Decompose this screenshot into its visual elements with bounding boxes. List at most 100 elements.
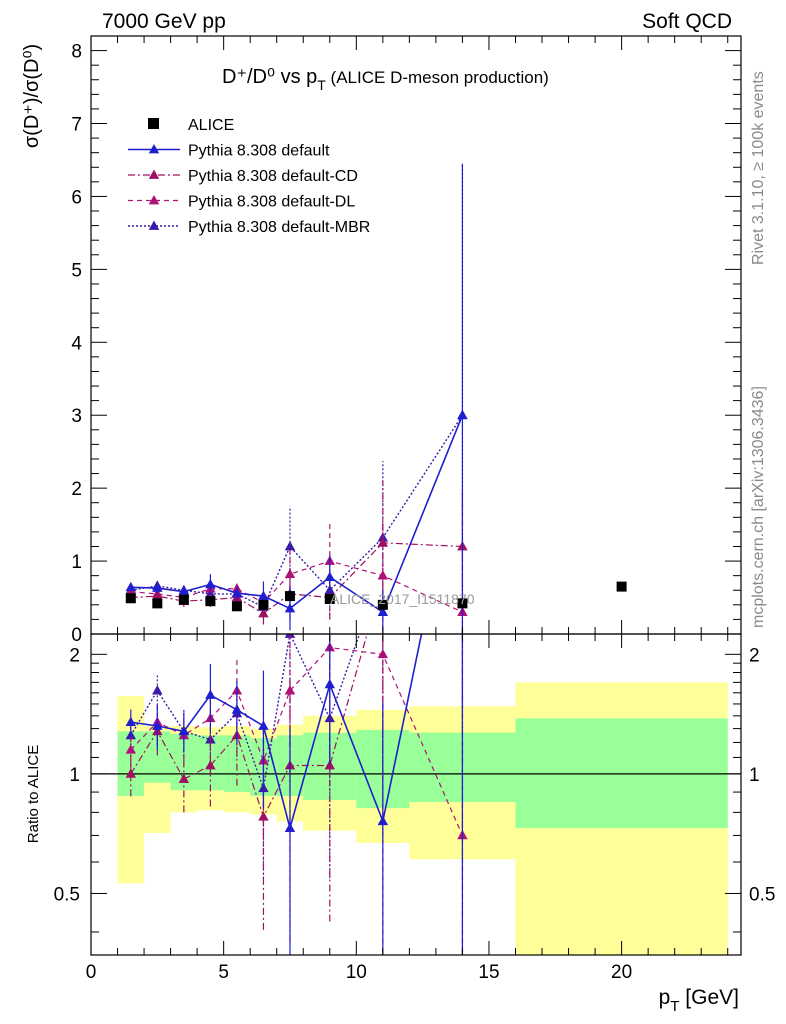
ratio-marker-default xyxy=(125,716,137,726)
ratio-tick-label-left: 2 xyxy=(69,645,80,666)
marker-default xyxy=(152,582,163,592)
ratio-marker-cd xyxy=(205,759,216,770)
data-point-alice xyxy=(258,599,269,610)
ratio-line-dl xyxy=(130,646,463,836)
y-tick-label: 4 xyxy=(71,333,82,354)
legend-label: Pythia 8.308 default-CD xyxy=(188,168,358,185)
ratio-plot-frame xyxy=(90,633,742,956)
x-tick-label: 0 xyxy=(86,962,97,983)
ratio-line-cd xyxy=(130,634,368,819)
data-point-alice xyxy=(205,596,216,607)
x-tick-label: 20 xyxy=(611,962,632,983)
marker-default xyxy=(457,409,468,420)
y-tick-label: 8 xyxy=(71,42,82,63)
axis-tick-labels: 0 5 10 15 20 0 1 2 3 4 5 6 7 8 0.5 0.5 1 1 2 2 xyxy=(54,42,776,983)
marker-default xyxy=(324,571,336,581)
chart-title: D⁺/D⁰ vs pT (ALICE D-meson production) xyxy=(222,66,549,93)
title-main: D⁺/D⁰ vs p xyxy=(222,66,317,88)
x-axis-label: pT [GeV] xyxy=(659,986,739,1015)
y-tick-label: 3 xyxy=(71,406,82,427)
band-inner-bin xyxy=(515,718,728,829)
series-line-default xyxy=(130,414,464,614)
ratio-marker-default xyxy=(258,720,269,730)
side-text-rivet: Rivet 3.1.10, ≥ 100k events xyxy=(750,71,767,265)
data-point-alice xyxy=(178,594,189,605)
ratio-marker-default xyxy=(231,704,243,714)
legend-label: Pythia 8.308 default xyxy=(188,143,330,160)
series-line-cd xyxy=(130,542,463,615)
ratio-tick-label-right: 1 xyxy=(749,765,760,786)
x-axis-label-unit: [GeV] xyxy=(679,986,739,1009)
y-tick-label: 2 xyxy=(71,479,82,500)
data-point-alice xyxy=(152,598,163,609)
ratio-marker-default xyxy=(205,689,216,699)
marker-default xyxy=(125,581,137,592)
x-tick-label: 15 xyxy=(478,962,499,983)
ratio-line-mbr xyxy=(130,634,361,792)
marker-default xyxy=(178,586,190,596)
ratio-marker-default xyxy=(152,720,163,730)
ratio-uncertainty-bands xyxy=(91,682,741,955)
marker-mbr xyxy=(284,540,296,551)
marker-cd xyxy=(377,537,389,547)
data-point-alice xyxy=(377,599,388,610)
ratio-marker-cd xyxy=(178,773,190,783)
legend-label: Pythia 8.308 default-DL xyxy=(188,194,355,211)
ratio-series-layer xyxy=(125,634,468,955)
ratio-tick-label-left: 1 xyxy=(69,765,80,786)
series-line-dl xyxy=(130,560,463,613)
ratio-marker-dl xyxy=(284,685,296,695)
axis-ticks xyxy=(90,36,741,955)
ratio-marker-default xyxy=(284,822,296,833)
data-point-alice xyxy=(231,601,242,612)
marker-default xyxy=(284,602,296,613)
ratio-tick-label-right: 0.5 xyxy=(749,884,775,905)
header-left: 7000 GeV pp xyxy=(102,10,226,33)
ratio-tick-label-right: 2 xyxy=(749,645,760,666)
legend: ALICE Pythia 8.308 default Pythia 8.308 de… xyxy=(128,117,370,236)
ratio-tick-label-left: 0.5 xyxy=(54,884,80,905)
legend-marker-dl xyxy=(148,195,160,205)
marker-default xyxy=(258,590,269,600)
title-sub: T xyxy=(317,77,326,93)
legend-label: ALICE xyxy=(188,117,234,134)
y-axis-label: σ(D⁺)/σ(D⁰) xyxy=(21,44,43,148)
ratio-marker-default xyxy=(377,815,389,826)
main-series-layer xyxy=(125,163,627,634)
marker-cd xyxy=(258,608,269,618)
legend-label: Pythia 8.308 default-MBR xyxy=(188,219,370,236)
header-right: Soft QCD xyxy=(642,10,732,33)
data-point-alice xyxy=(457,598,468,609)
marker-cd xyxy=(152,590,163,600)
ratio-marker-mbr xyxy=(152,685,163,695)
x-axis-label-main: p xyxy=(659,986,671,1009)
marker-dl xyxy=(377,570,389,580)
data-point-alice xyxy=(125,593,136,604)
analysis-watermark: ALICE_2017_I1511870 xyxy=(330,591,475,607)
legend-marker-default xyxy=(148,144,160,154)
y-tick-label: 0 xyxy=(71,625,82,646)
data-point-alice xyxy=(284,591,295,602)
x-tick-label: 10 xyxy=(346,962,367,983)
y-tick-label: 7 xyxy=(71,115,82,136)
legend-marker-mbr xyxy=(148,220,160,230)
title-aside: (ALICE D-meson production) xyxy=(326,68,549,87)
x-axis-label-sub: T xyxy=(670,998,679,1015)
ratio-marker-dl xyxy=(125,744,137,754)
ratio-line-default xyxy=(130,634,423,832)
ratio-marker-default xyxy=(178,725,190,736)
series-line-mbr xyxy=(130,414,464,608)
ratio-marker-default xyxy=(324,678,336,689)
ratio-marker-cd xyxy=(258,811,269,821)
ratio-marker-cd xyxy=(125,768,137,778)
ratio-axis-label: Ratio to ALICE xyxy=(25,745,42,843)
y-tick-label: 1 xyxy=(71,552,82,573)
marker-default xyxy=(205,578,216,589)
x-tick-label: 5 xyxy=(218,962,229,983)
legend-marker-alice xyxy=(148,118,159,129)
data-point-alice xyxy=(616,581,627,592)
y-tick-label: 5 xyxy=(71,260,82,281)
y-tick-label: 6 xyxy=(71,187,82,208)
data-point-alice xyxy=(324,593,335,604)
